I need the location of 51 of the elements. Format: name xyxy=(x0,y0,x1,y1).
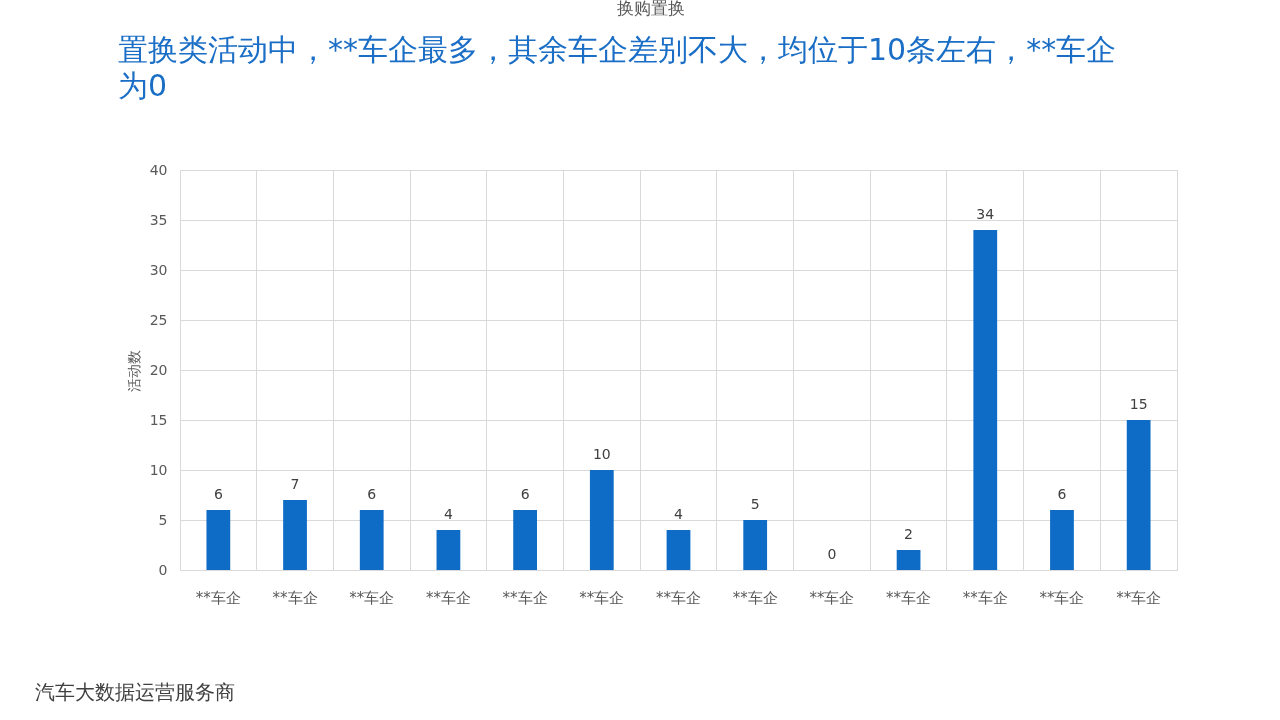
x-tick-label: **车企 xyxy=(425,588,471,607)
x-tick-label: **车企 xyxy=(1116,588,1162,607)
bar xyxy=(283,500,307,570)
x-tick-label: **车企 xyxy=(502,588,548,607)
y-tick-label: 5 xyxy=(158,511,168,528)
bar xyxy=(206,510,231,570)
y-tick-label: 25 xyxy=(149,311,168,328)
x-tick-label: **车企 xyxy=(195,588,241,607)
data-label: 6 xyxy=(213,486,223,502)
x-tick-label: **车企 xyxy=(732,588,778,607)
data-label: 4 xyxy=(443,506,453,522)
y-tick-label: 15 xyxy=(149,411,168,428)
bar xyxy=(973,230,998,570)
y-tick-label: 40 xyxy=(149,161,168,178)
data-label: 6 xyxy=(1057,486,1067,502)
data-label: 15 xyxy=(1129,396,1148,412)
x-tick-label: **车企 xyxy=(962,588,1008,607)
bar xyxy=(513,510,537,570)
chart-title: 置换类活动中，**车企最多，其余车企差别不大，均位于10条左右，**车企为0 xyxy=(118,32,1117,103)
x-tick-label: **车企 xyxy=(272,588,318,607)
data-label: 6 xyxy=(520,486,530,502)
bar xyxy=(666,530,691,570)
x-tick-label: **车企 xyxy=(656,588,701,607)
data-label: 7 xyxy=(290,476,300,492)
y-tick-label: 10 xyxy=(149,461,168,478)
y-tick-label: 0 xyxy=(158,561,168,578)
bar xyxy=(436,530,461,570)
y-tick-label: 30 xyxy=(149,261,168,278)
x-tick-label: **车企 xyxy=(1039,588,1085,607)
data-label: 4 xyxy=(674,506,684,522)
data-label: 6 xyxy=(367,486,377,502)
data-label: 5 xyxy=(750,496,760,512)
x-tick-label: **车企 xyxy=(809,588,855,607)
x-tick-label: **车企 xyxy=(579,588,625,607)
bar xyxy=(743,520,768,570)
data-label: 34 xyxy=(976,206,995,222)
data-label: 2 xyxy=(904,526,914,542)
x-tick-label: **车企 xyxy=(886,588,932,607)
text: 汽车大数据运营服务商 xyxy=(35,680,235,704)
y-tick-label: 20 xyxy=(149,361,168,378)
data-label: 10 xyxy=(592,446,611,462)
x-tick-label: **车企 xyxy=(349,588,395,607)
y-tick-label: 35 xyxy=(149,211,168,228)
chart-subtitle: 换购置换 xyxy=(616,0,685,18)
y-axis-title: 活动数 xyxy=(125,349,142,392)
bar xyxy=(1126,420,1151,570)
bar xyxy=(589,470,614,570)
bar xyxy=(1050,510,1074,570)
data-label: 0 xyxy=(827,546,837,562)
bar xyxy=(896,550,921,570)
bar xyxy=(359,510,384,570)
